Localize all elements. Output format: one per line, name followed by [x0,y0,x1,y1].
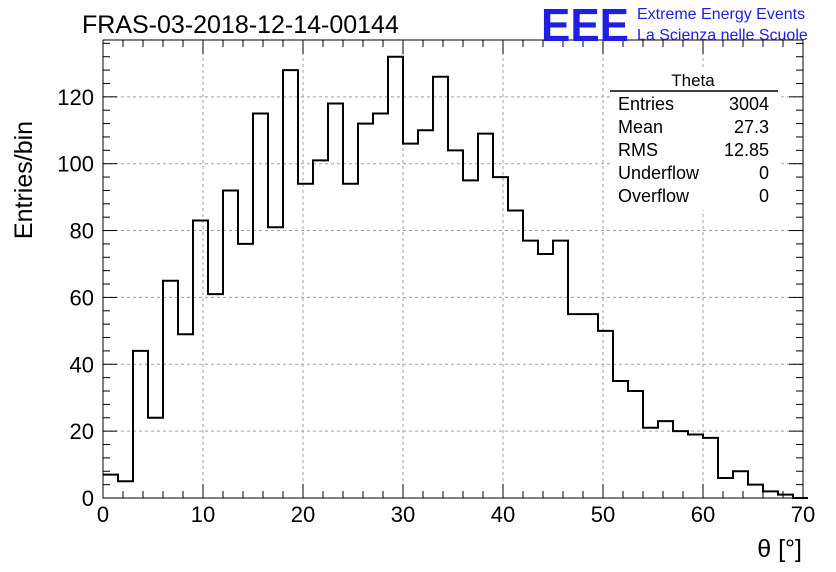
chart-title: FRAS-03-2018-12-14-00144 [82,11,399,39]
histogram-bin [583,314,598,498]
logo-line-1: Extreme Energy Events [637,6,805,23]
histogram-bin [283,70,298,498]
histogram-bin [628,391,643,498]
stats-row-label: Entries [618,94,674,114]
histogram-bin [238,244,253,498]
grid-lines [103,40,803,498]
stats-rows: Entries 3004 Mean 27.3 RMS 12.85 Underflow 0 Ove… [618,94,769,206]
stats-row-value: 0 [759,163,769,183]
histogram-bin [253,114,268,498]
x-tick-label: 10 [191,502,215,527]
histogram-bin [688,434,703,498]
y-axis-label: Entries/bin [10,121,38,239]
x-tick-label: 0 [97,502,109,527]
histogram-bin [313,160,328,498]
plot-frame [102,39,804,499]
stats-row-label: Overflow [618,186,690,206]
y-tick-label: 100 [57,152,94,177]
axis-ticks [102,40,804,499]
stats-box: Theta Entries 3004 Mean 27.3 RMS 12.85 Underfl… [610,70,778,210]
histogram-series [103,55,808,499]
histogram-bin [193,221,208,498]
histogram-bin [298,184,313,498]
y-tick-label: 40 [70,352,94,377]
histogram-bin [178,334,193,498]
histogram-line [103,55,808,499]
stats-row-label: Mean [618,117,663,137]
histogram-bin [673,431,688,498]
histogram-bin [598,331,613,498]
histogram-bin [373,114,388,498]
stats-row-value: 12.85 [724,140,769,160]
histogram-bin [763,491,778,498]
histogram-bin [523,241,538,498]
logo-line-2: La Scienza nelle Scuole [637,27,808,44]
stats-box-background [610,70,778,210]
stats-row-label: RMS [618,140,658,160]
x-tick-label: 40 [491,502,515,527]
y-tick-label: 60 [70,285,94,310]
histogram-bin [568,314,583,498]
histogram-bin [328,104,343,498]
x-tick-label: 60 [691,502,715,527]
x-tick-label: 20 [291,502,315,527]
histogram-bin [163,281,178,498]
x-tick-label: 70 [791,502,815,527]
y-tick-label: 80 [70,219,94,244]
histogram-bin [433,77,448,498]
histogram-bin [133,351,148,498]
histogram-bin [748,485,763,498]
stats-row-label: Underflow [618,163,700,183]
histogram-bin [418,130,433,498]
x-axis-label: θ [°] [757,535,802,563]
y-tick-label: 20 [70,419,94,444]
histogram-bin [358,124,373,498]
histogram-bin [613,381,628,498]
y-tick-label: 120 [57,85,94,110]
stats-row-value: 3004 [729,94,769,114]
histogram-bin [718,478,733,498]
stats-row-value: 27.3 [734,117,769,137]
histogram-bin [493,177,508,498]
histogram-bin [463,180,478,498]
histogram-bin [508,210,523,498]
y-tick-label: 0 [82,486,94,511]
histogram-bin [478,134,493,498]
histogram-bin [643,428,658,498]
x-tick-label: 50 [591,502,615,527]
histogram-bin [268,227,283,498]
histogram-bin [553,241,568,498]
histogram-bin [148,418,163,498]
y-tick-labels: 0 20 40 60 80 100 120 [57,85,94,511]
histogram-bin [538,254,553,498]
stats-title: Theta [671,71,715,90]
histogram-bin [388,57,403,498]
histogram-bin [208,294,223,498]
stats-row-value: 0 [759,186,769,206]
histogram-bin [103,475,118,498]
eee-logo-mark: EEE [541,0,629,51]
histogram-bin [448,150,463,498]
histogram-bin [223,190,238,498]
histogram-bin [118,481,133,498]
x-tick-labels: 0 10 20 30 40 50 60 70 [97,502,815,527]
histogram-bin [658,421,673,498]
x-tick-label: 30 [391,502,415,527]
histogram-bin [403,144,418,498]
histogram-bin [733,471,748,498]
histogram-bin [703,438,718,498]
